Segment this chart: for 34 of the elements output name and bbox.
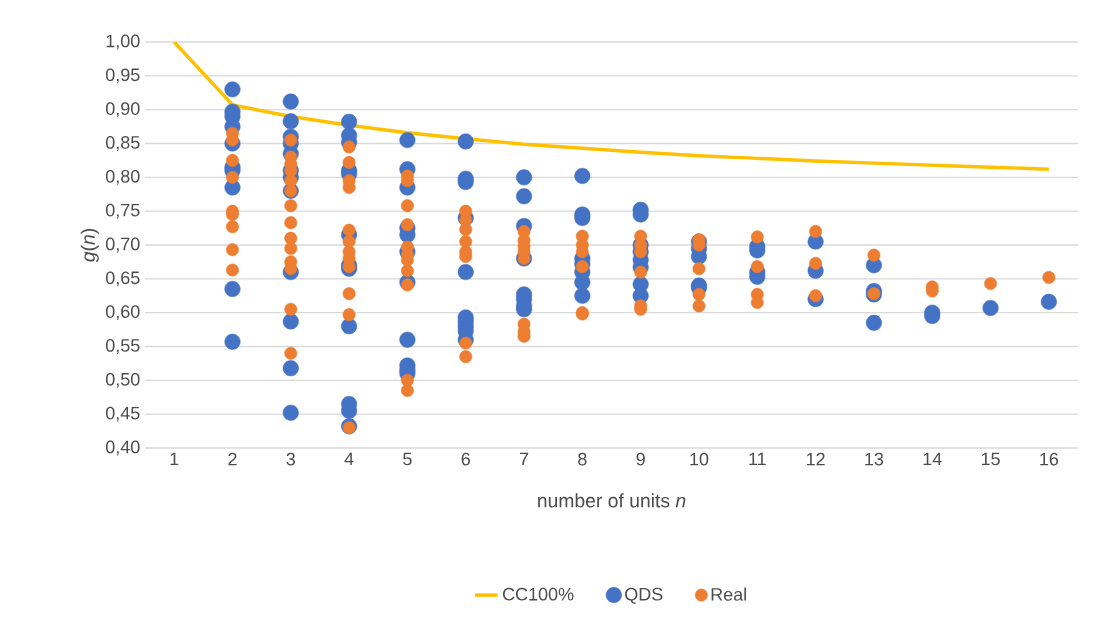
x-tick-label: 9 [636, 452, 645, 466]
legend-label: CC100% [502, 587, 574, 601]
y-tick-label: 0,70 [105, 237, 140, 253]
x-tick-label: 8 [578, 452, 587, 466]
x-tick-label: 7 [519, 452, 529, 466]
x-tick-label: 15 [981, 452, 1000, 466]
legend-label: Real [711, 587, 746, 601]
y-tick-label: 0,65 [105, 271, 140, 287]
y-tick-label: 0,60 [105, 305, 140, 321]
y-tick-label: 0,50 [105, 372, 140, 388]
y-tick-label: 0,75 [105, 203, 140, 219]
x-tick-label: 10 [690, 452, 709, 466]
x-tick-label: 2 [228, 452, 237, 466]
y-tick-label: 0,80 [105, 169, 140, 185]
x-tick-label: 12 [806, 452, 825, 466]
y-tick-label: 0,95 [105, 68, 140, 84]
x-tick-label: 3 [286, 452, 295, 466]
x-tick-label: 14 [923, 452, 942, 466]
y-tick-label: 0,55 [105, 339, 140, 354]
x-tick-label: 5 [403, 452, 412, 466]
x-tick-label: 16 [1040, 452, 1059, 466]
x-tick-label: 13 [865, 452, 884, 466]
y-tick-label: 0,45 [105, 406, 140, 422]
legend-label: QDS [625, 587, 663, 604]
y-tick-label: 1,00 [106, 34, 140, 50]
x-tick-label: 1 [170, 452, 179, 466]
y-tick-label: 0,85 [105, 136, 140, 151]
y-tick-label: 0,40 [105, 440, 140, 456]
x-tick-label: 6 [461, 452, 470, 466]
x-tick-label: 4 [344, 452, 354, 466]
y-tick-label: 0,90 [105, 102, 140, 118]
x-axis-title: number of units n [538, 493, 686, 508]
y-axis-title: g(n) [80, 229, 99, 263]
x-tick-label: 11 [749, 452, 766, 466]
